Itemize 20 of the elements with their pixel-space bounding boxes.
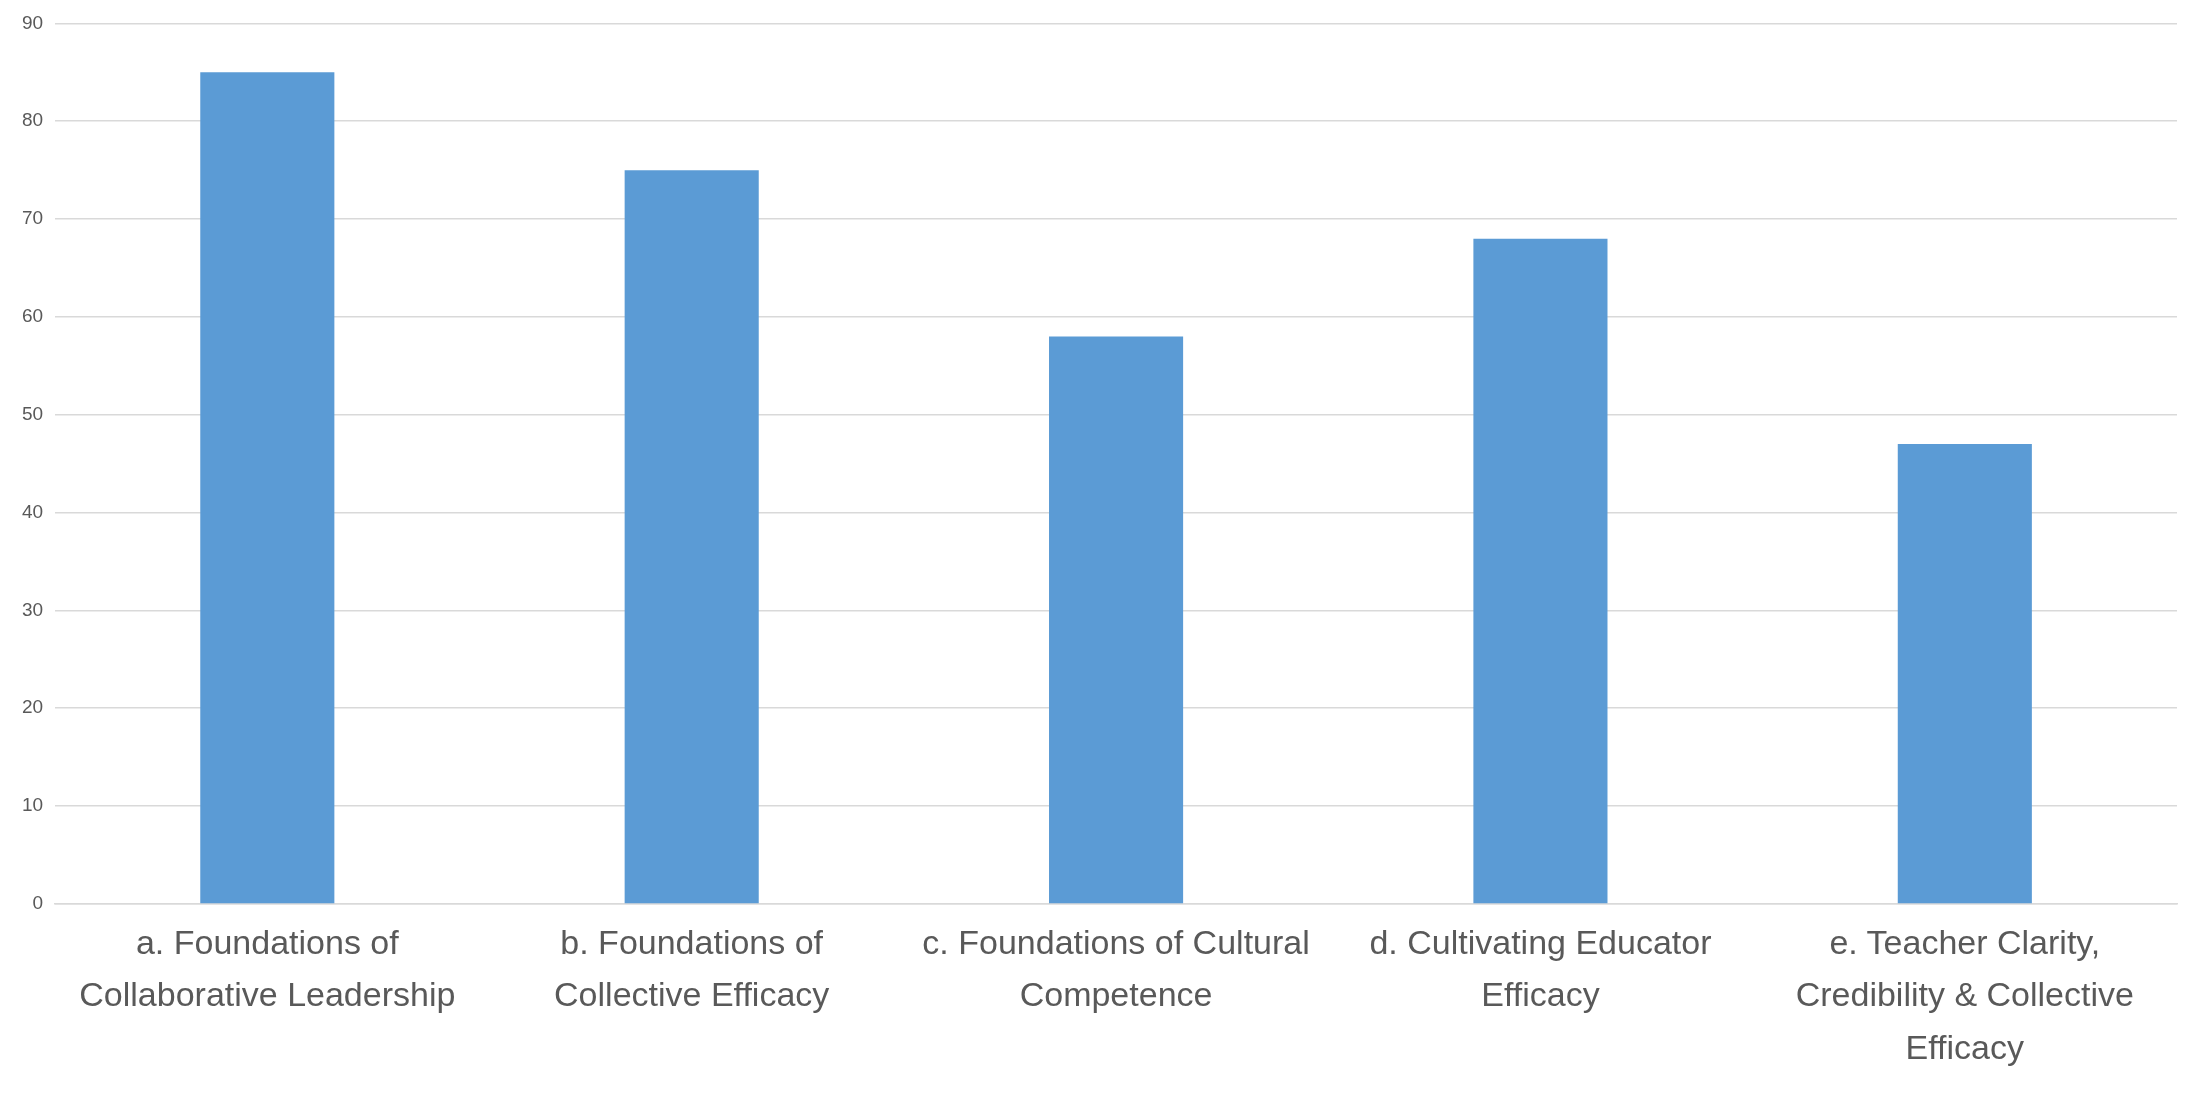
y-tick-label: 60 <box>21 305 44 327</box>
x-tick-label: d. Cultivating Educator Efficacy <box>1369 922 1712 1014</box>
bar <box>200 72 335 904</box>
bar <box>624 170 759 904</box>
y-tick-label: 70 <box>21 207 44 229</box>
bar <box>1897 444 2032 904</box>
x-tick-label: e. Teacher Clarity, Credibility & Collective Efficacy <box>1795 922 2134 1067</box>
y-tick-label: 30 <box>21 598 44 620</box>
x-tick-label: a. Foundations of Collaborative Leadership <box>79 922 456 1014</box>
y-tick-label: 0 <box>32 892 44 914</box>
y-tick-label: 40 <box>21 500 44 522</box>
y-tick-label: 20 <box>21 696 44 718</box>
y-tick-label: 50 <box>21 402 44 424</box>
x-tick-label: c. Foundations of Cultural Competence <box>922 922 1310 1014</box>
bar <box>1049 336 1184 904</box>
y-tick-label: 10 <box>21 794 44 816</box>
bar <box>1473 238 1608 904</box>
y-tick-label: 80 <box>21 109 44 131</box>
x-tick-label: b. Foundations of Collective Efficacy <box>554 922 830 1014</box>
y-tick-label: 90 <box>21 11 44 33</box>
